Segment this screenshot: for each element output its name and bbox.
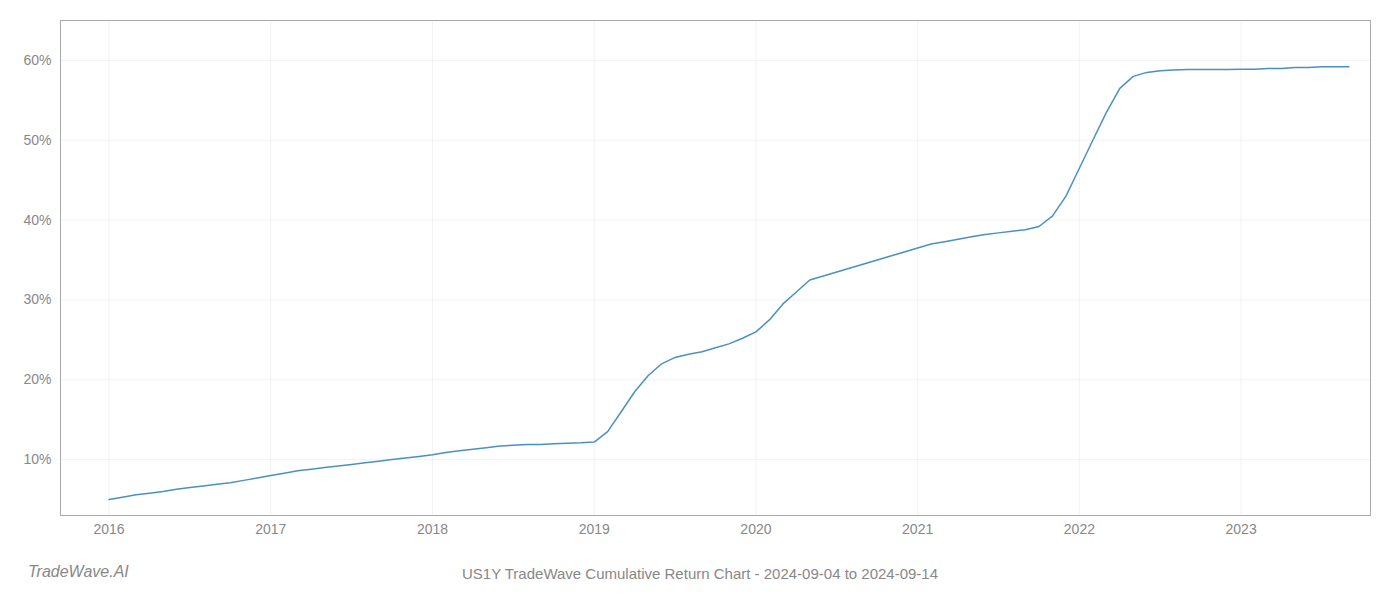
svg-text:2020: 2020 <box>740 521 771 537</box>
svg-text:60%: 60% <box>23 52 51 68</box>
svg-text:40%: 40% <box>23 212 51 228</box>
svg-text:2022: 2022 <box>1064 521 1095 537</box>
svg-text:20%: 20% <box>23 371 51 387</box>
svg-text:10%: 10% <box>23 451 51 467</box>
svg-text:2023: 2023 <box>1226 521 1257 537</box>
svg-text:50%: 50% <box>23 132 51 148</box>
svg-text:2018: 2018 <box>417 521 448 537</box>
svg-text:2019: 2019 <box>579 521 610 537</box>
svg-text:2017: 2017 <box>255 521 286 537</box>
svg-text:30%: 30% <box>23 291 51 307</box>
html-text:US1Y TradeWave Cumulative Retu: US1Y TradeWave Cumulative Return Chart -… <box>462 565 938 582</box>
html-text:TradeWave.AI: TradeWave.AI <box>28 563 129 580</box>
svg-text:2016: 2016 <box>93 521 124 537</box>
svg-text:2021: 2021 <box>902 521 933 537</box>
